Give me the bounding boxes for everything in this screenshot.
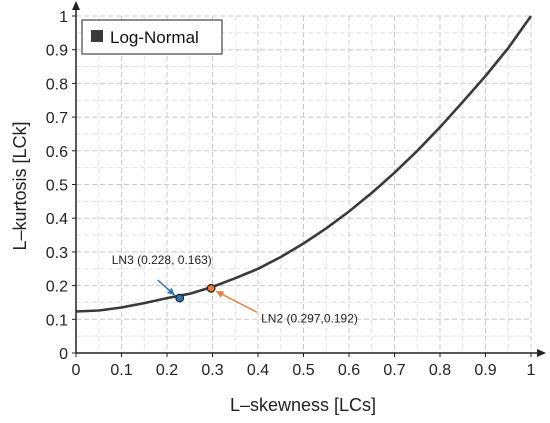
y-tick-label: 0 bbox=[59, 346, 68, 363]
x-axis-arrow bbox=[537, 349, 546, 357]
annotation-arrowhead bbox=[216, 291, 224, 298]
data-point bbox=[206, 283, 216, 293]
x-tick-label: 1 bbox=[527, 362, 536, 379]
x-tick-label: 0.3 bbox=[201, 362, 223, 379]
x-tick-label: 0.1 bbox=[110, 362, 132, 379]
y-tick-label: 0.7 bbox=[46, 110, 68, 127]
legend-label: Log-Normal bbox=[110, 28, 199, 47]
x-tick-label: 0.6 bbox=[338, 362, 360, 379]
data-point bbox=[175, 293, 185, 303]
y-tick-label: 0.8 bbox=[46, 76, 68, 93]
y-tick-label: 0.1 bbox=[46, 312, 68, 329]
point-annotation-label: LN2 (0.297,0.192) bbox=[261, 311, 358, 325]
y-tick-label: 0.9 bbox=[46, 43, 68, 60]
x-axis-label: L–skewness [LCs] bbox=[230, 395, 376, 415]
x-tick-label: 0.8 bbox=[429, 362, 451, 379]
annotation-arrowhead bbox=[167, 287, 175, 296]
series-line-log-normal bbox=[75, 15, 533, 313]
axes bbox=[72, 1, 546, 357]
legend: Log-Normal bbox=[81, 19, 223, 55]
point-annotation-label: LN3 (0.228, 0.163) bbox=[112, 253, 212, 267]
x-tick-label: 0 bbox=[72, 362, 81, 379]
y-tick-label: 0.5 bbox=[46, 178, 68, 195]
y-tick-label: 0.2 bbox=[46, 279, 68, 296]
x-tick-label: 0.4 bbox=[247, 362, 269, 379]
x-tick-label: 0.5 bbox=[292, 362, 314, 379]
y-axis-label: L–kurtosis [LCk] bbox=[10, 121, 30, 250]
y-tick-label: 0.6 bbox=[46, 144, 68, 161]
legend-box bbox=[81, 19, 223, 55]
y-tick-label: 1 bbox=[59, 9, 68, 26]
x-tick-label: 0.2 bbox=[156, 362, 178, 379]
y-tick-label: 0.4 bbox=[46, 211, 68, 228]
tick-labels: 0 0.1 0.2 0.3 0.4 0.5 0.6 0.7 0.8 0.9 1 0 0.1 0.2 0.3 0… bbox=[46, 9, 536, 379]
x-tick-label: 0.7 bbox=[383, 362, 405, 379]
points-layer: LN3 (0.228, 0.163) LN2 (0.297,0.192) bbox=[112, 253, 358, 325]
y-axis-arrow bbox=[72, 1, 80, 10]
y-tick-label: 0.3 bbox=[46, 245, 68, 262]
annotation-arrow-line bbox=[215, 290, 258, 313]
legend-swatch bbox=[91, 30, 103, 42]
series-layer bbox=[75, 15, 533, 313]
x-tick-label: 0.9 bbox=[474, 362, 496, 379]
